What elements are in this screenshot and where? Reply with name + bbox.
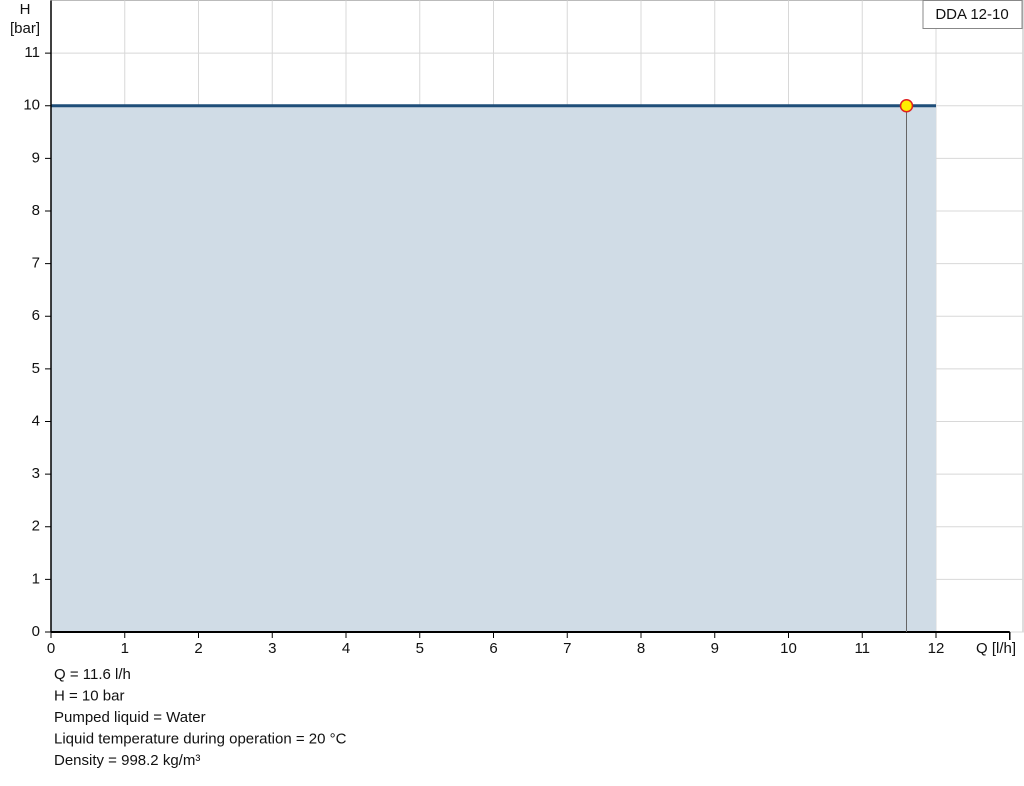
- info-line: Liquid temperature during operation = 20…: [54, 730, 347, 747]
- x-tick-label: 0: [47, 640, 55, 657]
- x-tick-label: 1: [121, 640, 129, 657]
- info-line: Density = 998.2 kg/m³: [54, 752, 200, 769]
- x-tick-label: 9: [711, 640, 719, 657]
- y-axis-label: [bar]: [10, 20, 40, 37]
- x-tick-label: 12: [928, 640, 945, 657]
- x-tick-label: 11: [854, 640, 870, 657]
- legend-box: [922, 0, 1023, 29]
- y-tick-label: 2: [32, 518, 40, 535]
- x-tick-label: 3: [268, 640, 276, 657]
- legend-label: DDA 12-10: [935, 6, 1008, 23]
- y-tick-label: 7: [32, 255, 40, 272]
- y-tick-label: 5: [32, 360, 40, 377]
- y-tick-label: 9: [32, 149, 40, 166]
- y-tick-label: 1: [32, 570, 40, 587]
- info-line: H = 10 bar: [54, 687, 124, 704]
- x-axis-label: Q [l/h]: [976, 640, 1016, 657]
- x-tick-label: 2: [194, 640, 202, 657]
- operating-point: [899, 99, 914, 113]
- x-tick-label: 4: [342, 640, 350, 657]
- y-tick-label: 8: [32, 202, 40, 219]
- y-axis-label: H: [20, 1, 31, 18]
- info-line: Q = 11.6 l/h: [54, 666, 131, 683]
- x-tick-label: 7: [563, 640, 571, 657]
- y-tick-label: 4: [32, 412, 40, 429]
- x-tick-label: 8: [637, 640, 645, 657]
- y-tick-label: 3: [32, 465, 40, 482]
- x-tick-label: 5: [416, 640, 424, 657]
- y-tick-label: 6: [32, 307, 40, 324]
- area: [51, 105, 936, 632]
- x-tick-label: 10: [780, 640, 797, 657]
- y-tick-label: 10: [23, 97, 40, 114]
- y-tick-label: 0: [32, 623, 40, 640]
- info-line: Pumped liquid = Water: [54, 709, 206, 726]
- x-tick-label: 6: [489, 640, 497, 657]
- y-tick-label: 11: [24, 44, 40, 61]
